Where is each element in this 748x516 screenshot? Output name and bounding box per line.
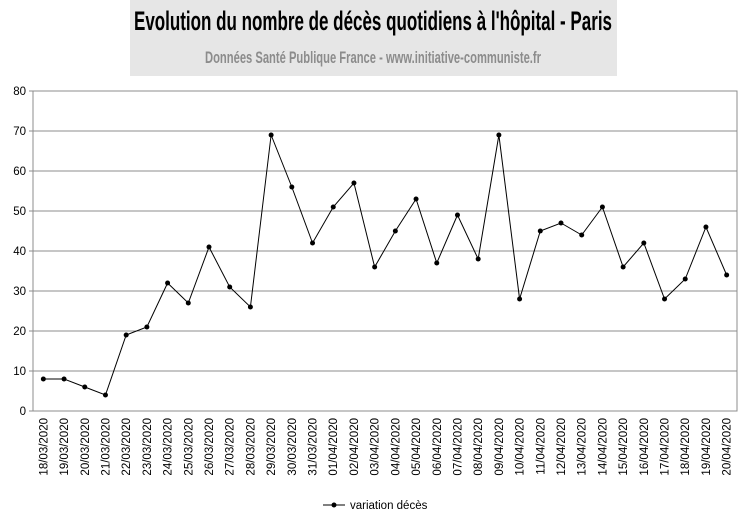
- data-point: [351, 180, 357, 186]
- data-point: [537, 228, 543, 234]
- x-tick-label: 11/04/2020: [535, 418, 547, 475]
- data-point: [206, 244, 212, 250]
- data-point: [123, 332, 129, 338]
- y-tick-label: 10: [13, 366, 26, 378]
- x-tick-label: 20/04/2020: [722, 418, 734, 476]
- data-point: [289, 184, 295, 190]
- data-point: [165, 280, 171, 286]
- data-point: [82, 384, 88, 390]
- x-tick-label: 22/03/2020: [121, 418, 133, 476]
- x-tick-label: 31/03/2020: [308, 418, 320, 476]
- data-point: [247, 304, 253, 310]
- x-tick-label: 29/03/2020: [266, 418, 278, 476]
- x-tick-label: 07/04/2020: [452, 418, 464, 476]
- data-point: [144, 324, 150, 330]
- x-tick-label: 24/03/2020: [163, 418, 175, 476]
- x-tick-label: 25/03/2020: [183, 418, 195, 476]
- y-tick-label: 30: [13, 286, 26, 298]
- data-point: [682, 276, 688, 282]
- x-tick-label: 12/04/2020: [556, 418, 568, 476]
- plot-border: [32, 90, 738, 412]
- x-tick-label: 09/04/2020: [494, 418, 506, 476]
- x-tick-label: 17/04/2020: [660, 418, 672, 476]
- data-point: [599, 204, 605, 210]
- x-tick-label: 28/03/2020: [245, 418, 257, 476]
- x-tick-label: 05/04/2020: [411, 418, 423, 476]
- data-point: [496, 132, 502, 138]
- x-tick-label: 19/04/2020: [701, 418, 713, 476]
- data-point: [454, 212, 460, 218]
- legend-label: variation décès: [350, 500, 428, 512]
- x-tick-label: 15/04/2020: [618, 418, 630, 476]
- x-tick-label: 23/03/2020: [142, 418, 154, 476]
- y-tick-label: 70: [13, 126, 26, 138]
- data-point: [558, 220, 564, 226]
- x-tick-label: 04/04/2020: [390, 418, 402, 476]
- x-tick-label: 19/03/2020: [59, 418, 71, 476]
- data-point: [185, 300, 191, 306]
- data-point: [620, 264, 626, 270]
- y-tick-label: 20: [13, 326, 26, 338]
- x-tick-label: 20/03/2020: [80, 418, 92, 476]
- x-tick-label: 01/04/2020: [328, 418, 340, 476]
- data-point: [102, 392, 108, 398]
- y-tick-label: 50: [13, 206, 26, 218]
- y-tick-label: 0: [20, 406, 26, 418]
- x-tick-label: 10/04/2020: [515, 418, 527, 476]
- chart-title: Evolution du nombre de décès quotidiens …: [134, 6, 612, 36]
- data-point: [40, 376, 46, 382]
- y-tick-label: 80: [13, 86, 26, 98]
- y-tick-label: 40: [13, 246, 26, 258]
- data-point: [579, 232, 585, 238]
- title-box: [130, 0, 617, 76]
- x-tick-label: 14/04/2020: [597, 418, 609, 476]
- x-tick-label: 13/04/2020: [577, 418, 589, 476]
- data-point: [310, 240, 316, 246]
- data-point: [268, 132, 274, 138]
- x-tick-label: 26/03/2020: [204, 418, 216, 476]
- x-tick-label: 02/04/2020: [349, 418, 361, 476]
- x-tick-label: 30/03/2020: [287, 418, 299, 476]
- data-point: [61, 376, 67, 382]
- data-point: [475, 256, 481, 262]
- legend-marker: [331, 502, 337, 508]
- x-tick-label: 16/04/2020: [639, 418, 651, 476]
- data-point: [517, 296, 523, 302]
- data-point: [724, 272, 730, 278]
- data-point: [413, 196, 419, 202]
- x-tick-label: 18/03/2020: [38, 418, 50, 476]
- x-tick-label: 18/04/2020: [680, 418, 692, 476]
- data-point: [330, 204, 336, 210]
- data-point: [641, 240, 647, 246]
- data-point: [662, 296, 668, 302]
- x-tick-label: 06/04/2020: [432, 418, 444, 476]
- y-tick-label: 60: [13, 166, 26, 178]
- data-line: [43, 134, 728, 396]
- chart-subtitle: Données Santé Publique France - www.init…: [205, 48, 541, 67]
- data-point: [392, 228, 398, 234]
- data-point: [703, 224, 709, 230]
- data-point: [434, 260, 440, 266]
- data-point: [372, 264, 378, 270]
- x-tick-label: 21/03/2020: [100, 418, 112, 476]
- data-point: [227, 284, 233, 290]
- x-tick-label: 03/04/2020: [370, 418, 382, 476]
- x-tick-label: 27/03/2020: [225, 418, 237, 476]
- x-tick-label: 08/04/2020: [473, 418, 485, 476]
